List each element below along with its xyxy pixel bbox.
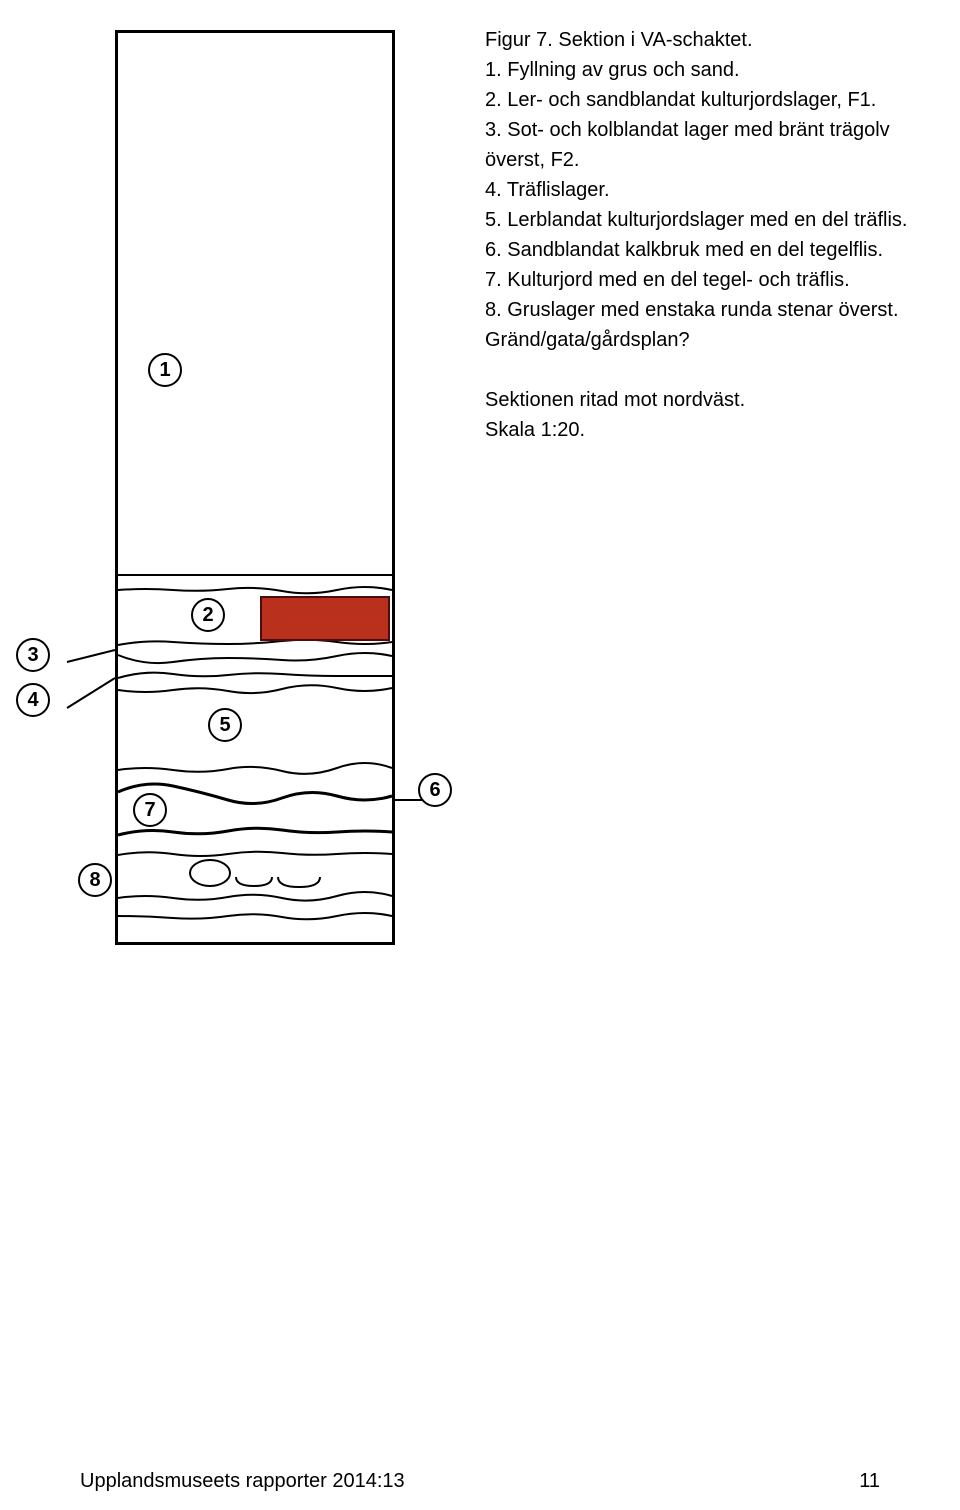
label-1-text: 1 [159,359,170,382]
label-2: 2 [191,598,225,632]
legend-text: Figur 7. Sektion i VA-schaktet. 1. Fylln… [485,25,935,445]
label-3-text: 3 [27,644,38,667]
label-6-text: 6 [429,779,440,802]
figure-title: Figur 7. Sektion i VA-schaktet. [485,25,935,55]
feature-f1-block [260,596,390,641]
label-7-text: 7 [144,799,155,822]
legend-item-6: 6. Sandblandat kalkbruk med en del tegel… [485,235,935,265]
footer-report-ref: Upplandsmuseets rapporter 2014:13 [80,1470,405,1493]
label-7: 7 [133,793,167,827]
label-8-text: 8 [89,869,100,892]
scale-text: Skala 1:20. [485,415,935,445]
label-4-text: 4 [27,689,38,712]
label-5-text: 5 [219,714,230,737]
label-8: 8 [78,863,112,897]
legend-item-5: 5. Lerblandat kulturjordslager med en de… [485,205,935,235]
legend-item-7: 7. Kulturjord med en del tegel- och träf… [485,265,935,295]
legend-item-8: 8. Gruslager med enstaka runda stenar öv… [485,295,935,355]
footer-page-number: 11 [859,1470,880,1493]
legend-item-1: 1. Fyllning av grus och sand. [485,55,935,85]
section-diagram: 1 2 3 4 5 6 7 8 [20,30,460,950]
label-6: 6 [418,773,452,807]
legend-item-4: 4. Träflislager. [485,175,935,205]
label-4: 4 [16,683,50,717]
label-3: 3 [16,638,50,672]
label-5: 5 [208,708,242,742]
legend-item-2: 2. Ler- och sandblandat kulturjordslager… [485,85,935,115]
label-1: 1 [148,353,182,387]
label-2-text: 2 [202,604,213,627]
orientation-text: Sektionen ritad mot nordväst. [485,385,935,415]
legend-item-3: 3. Sot- och kolblandat lager med bränt t… [485,115,935,175]
